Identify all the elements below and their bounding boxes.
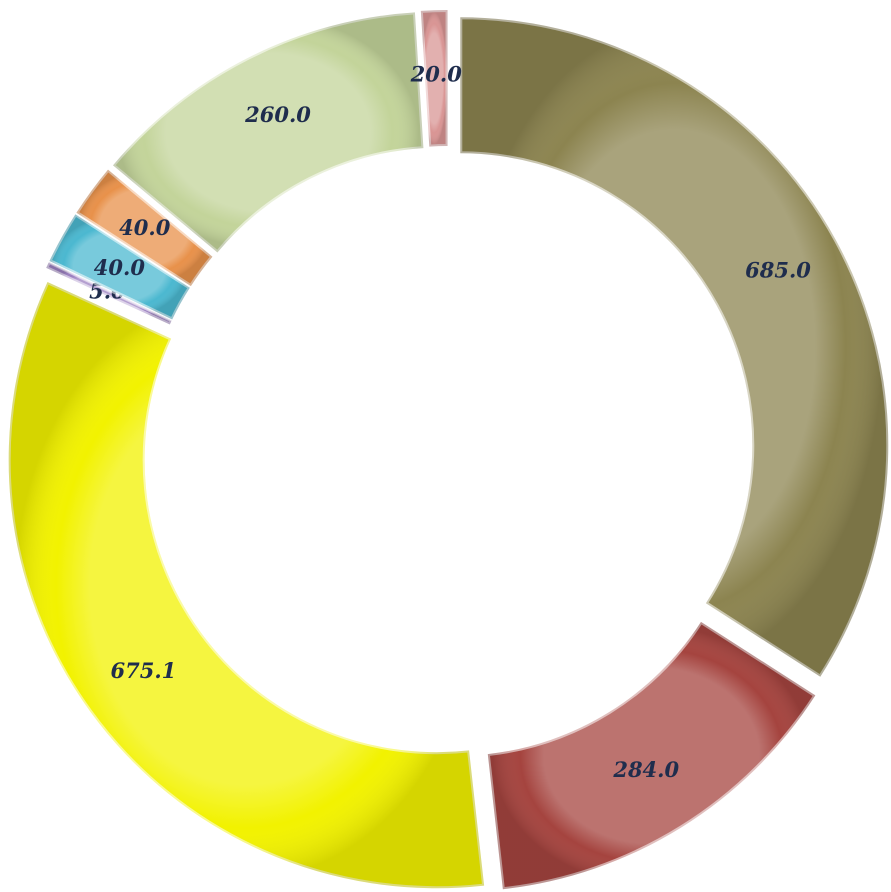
data-label: 284.0 xyxy=(612,757,679,782)
data-label: 260.0 xyxy=(244,102,311,127)
data-label: 20.0 xyxy=(410,62,463,87)
data-label: 675.1 xyxy=(110,658,176,683)
data-label: 685.0 xyxy=(745,257,811,282)
slice xyxy=(6,280,487,891)
slice xyxy=(458,15,891,679)
slice xyxy=(485,619,818,892)
data-label: 40.0 xyxy=(119,215,171,240)
data-label: 40.0 xyxy=(94,255,146,280)
